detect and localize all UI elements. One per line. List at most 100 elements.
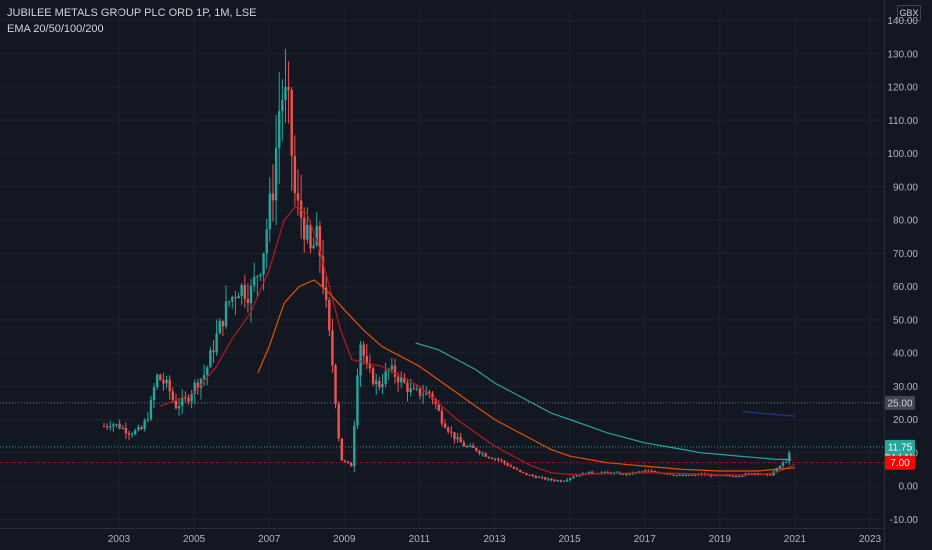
candle-body <box>368 364 372 369</box>
candle-body <box>503 460 506 464</box>
candle-body <box>603 471 606 473</box>
y-tick-label: 40.00 <box>893 349 918 360</box>
y-axis[interactable]: -10.000.0010.0020.0030.0040.0050.0060.00… <box>884 0 919 550</box>
candle-body <box>562 480 566 482</box>
candle-body <box>299 200 303 218</box>
candle-body <box>406 382 409 392</box>
x-tick-label: 2011 <box>409 534 431 545</box>
x-axis[interactable]: 2003 2005 2007 2009 2011 2013 2015 2017 2019 2021… <box>0 528 884 546</box>
price-label-level-25: 25.00 <box>885 395 915 410</box>
candle-body <box>606 471 609 473</box>
candle-body <box>756 473 760 475</box>
candle-body <box>769 474 772 476</box>
candle-body <box>256 276 259 278</box>
candle-body <box>328 299 331 331</box>
x-tick-label: 2019 <box>709 534 732 545</box>
currency-unit-badge[interactable]: GBX <box>897 5 921 21</box>
price-label-text: 25.00 <box>887 398 912 409</box>
candle-body <box>337 403 340 439</box>
candle-body <box>722 475 725 477</box>
candle-body <box>572 476 575 478</box>
candle-body <box>650 470 653 472</box>
candle-body <box>475 447 478 451</box>
candle-body <box>124 427 128 434</box>
candle-body <box>481 453 484 455</box>
candle-body <box>431 393 434 400</box>
candle-body <box>418 388 422 396</box>
x-tick-label: 2009 <box>333 534 356 545</box>
candle-body <box>152 387 156 400</box>
candle-body <box>381 384 384 388</box>
candle-body <box>165 379 168 384</box>
price-label-last-price: 11.75 <box>885 439 915 454</box>
candle-body <box>687 474 691 476</box>
candle-body <box>553 480 556 482</box>
candle-body <box>446 427 450 432</box>
x-tick-label: 2005 <box>183 534 206 545</box>
candle-body <box>296 193 300 201</box>
price-label-text: 11.75 <box>888 442 913 453</box>
candle-body <box>540 477 544 479</box>
candle-body <box>640 471 644 473</box>
candle-body <box>490 457 494 459</box>
candle-body <box>728 475 732 477</box>
candle-body <box>140 427 143 430</box>
candle-body <box>697 474 700 476</box>
candle-body <box>265 229 268 254</box>
ema-lines <box>160 205 796 476</box>
candle-body <box>666 473 669 475</box>
candle-body <box>187 397 190 402</box>
candle-body <box>534 476 538 478</box>
candle-body <box>672 474 675 476</box>
candle-body <box>453 432 456 440</box>
candle-body <box>393 365 397 377</box>
candle-body <box>750 473 753 475</box>
y-tick-label: 50.00 <box>893 315 918 326</box>
candle-body <box>400 377 403 383</box>
candle-body <box>644 470 647 472</box>
candle-body <box>215 333 218 353</box>
y-tick-label: 20.00 <box>893 415 918 426</box>
candle-body <box>409 388 412 392</box>
candle-body <box>487 456 491 458</box>
candle-body <box>731 475 735 477</box>
candle-body <box>231 296 234 302</box>
candle-body <box>202 375 206 379</box>
ema-line-ema100 <box>415 342 792 460</box>
price-level-lines <box>0 402 884 464</box>
y-tick-label: 140.00 <box>887 16 918 27</box>
candle-body <box>190 393 193 402</box>
candle-body <box>522 471 525 473</box>
candle-body <box>278 111 281 149</box>
candle-body <box>450 431 453 433</box>
candle-body <box>543 477 547 480</box>
candle-body <box>321 256 325 288</box>
candle-body <box>134 430 137 435</box>
candle-body <box>362 344 365 356</box>
candle-body <box>224 301 228 327</box>
candle-body <box>262 253 265 275</box>
x-tick-label: 2015 <box>558 534 581 545</box>
candle-body <box>293 155 297 194</box>
candle-body <box>334 365 337 404</box>
candle-body <box>456 437 459 440</box>
candle-body <box>468 445 472 447</box>
study-legend[interactable]: EMA 20/50/100/200 <box>7 23 104 35</box>
candle-body <box>515 468 519 470</box>
candle-body <box>168 379 171 392</box>
ema-line-ema20 <box>160 205 796 476</box>
candle-body <box>149 399 153 420</box>
candle-body <box>741 475 744 477</box>
candle-body <box>324 287 328 300</box>
x-tick-label: 2023 <box>859 534 882 545</box>
candle-body <box>437 404 441 411</box>
candle-body <box>252 276 256 286</box>
candle-body <box>227 301 231 303</box>
candle-body <box>112 424 115 427</box>
candle-body <box>512 466 516 469</box>
candle-body <box>415 388 419 390</box>
candle-body <box>528 474 531 476</box>
candle-body <box>346 461 350 463</box>
